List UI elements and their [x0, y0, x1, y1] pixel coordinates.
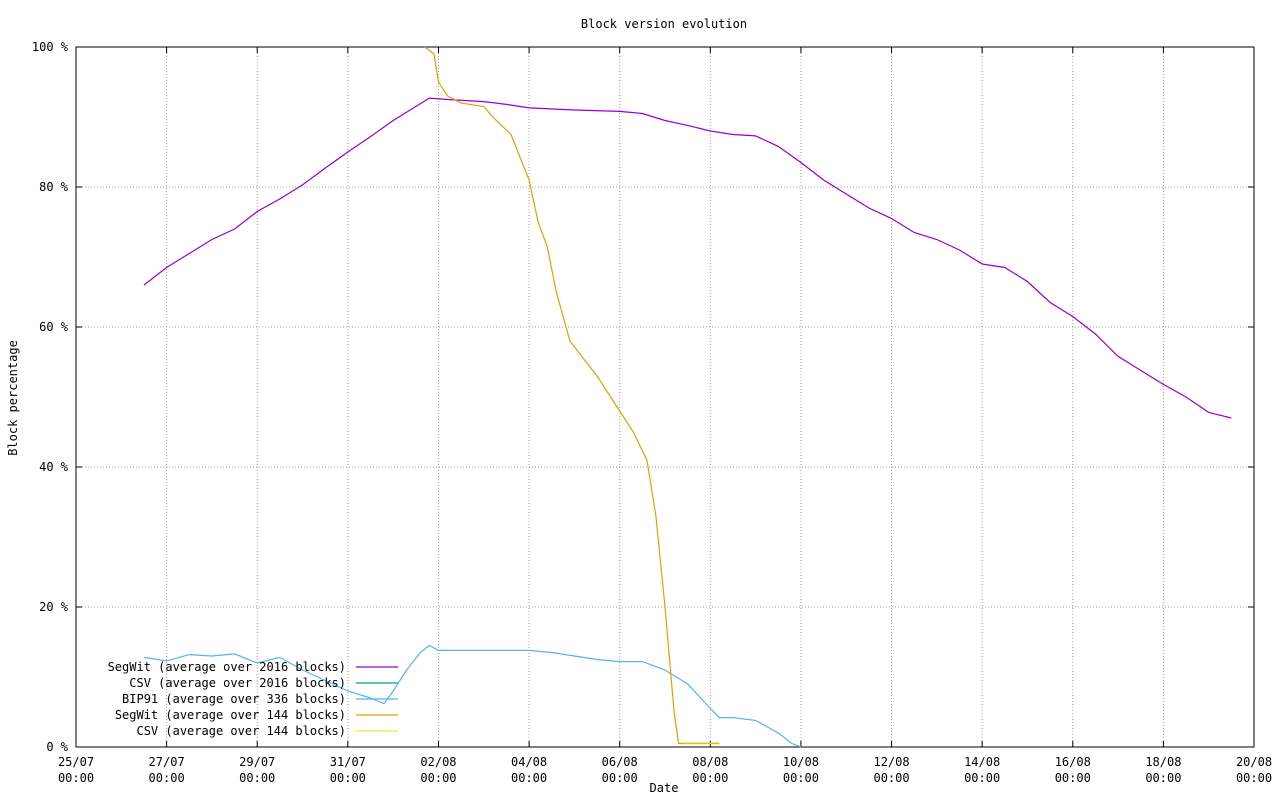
- x-tick-label-time: 00:00: [1236, 771, 1272, 785]
- x-tick-label-time: 00:00: [58, 771, 94, 785]
- x-tick-label-time: 00:00: [149, 771, 185, 785]
- x-tick-label: 08/08: [692, 755, 728, 769]
- legend-label: SegWit (average over 144 blocks): [115, 708, 346, 722]
- chart-title: Block version evolution: [581, 17, 747, 31]
- x-tick-label-time: 00:00: [239, 771, 275, 785]
- y-tick-label: 100 %: [32, 40, 69, 54]
- legend-label: CSV (average over 2016 blocks): [129, 676, 346, 690]
- series-line-1: [143, 97, 1232, 419]
- series-line-4: [424, 46, 720, 745]
- x-tick-label: 27/07: [149, 755, 185, 769]
- series-layer: [143, 46, 1232, 748]
- x-tick-label-time: 00:00: [330, 771, 366, 785]
- y-tick-label: 20 %: [39, 600, 69, 614]
- y-tick-label: 60 %: [39, 320, 69, 334]
- x-tick-label-time: 00:00: [1055, 771, 1091, 785]
- x-tick-label: 18/08: [1145, 755, 1181, 769]
- x-tick-label-time: 00:00: [420, 771, 456, 785]
- legend: SegWit (average over 2016 blocks) CSV (av…: [108, 660, 398, 738]
- x-tick-label: 02/08: [420, 755, 456, 769]
- x-tick-label: 14/08: [964, 755, 1000, 769]
- legend-label: SegWit (average over 2016 blocks): [108, 660, 346, 674]
- x-tick-label: 12/08: [873, 755, 909, 769]
- x-tick-label: 25/07: [58, 755, 94, 769]
- x-tick-label: 16/08: [1055, 755, 1091, 769]
- x-tick-label: 20/08: [1236, 755, 1272, 769]
- x-tick-label: 29/07: [239, 755, 275, 769]
- y-axis-label: Block percentage: [6, 340, 20, 456]
- x-tick-label: 31/07: [330, 755, 366, 769]
- x-tick-label-time: 00:00: [602, 771, 638, 785]
- x-tick-label: 10/08: [783, 755, 819, 769]
- x-tick-label-time: 00:00: [873, 771, 909, 785]
- x-axis-label: Date: [650, 781, 679, 795]
- x-tick-label-time: 00:00: [511, 771, 547, 785]
- legend-label: BIP91 (average over 336 blocks): [122, 692, 346, 706]
- x-tick-label-time: 00:00: [692, 771, 728, 785]
- x-tick-label-time: 00:00: [1145, 771, 1181, 785]
- y-tick-label: 80 %: [39, 180, 69, 194]
- x-tick-label: 06/08: [602, 755, 638, 769]
- y-tick-label: 40 %: [39, 460, 69, 474]
- y-tick-label: 0 %: [46, 740, 68, 754]
- legend-label: CSV (average over 144 blocks): [136, 724, 346, 738]
- x-tick-label-time: 00:00: [964, 771, 1000, 785]
- x-tick-label: 04/08: [511, 755, 547, 769]
- plot-frame: [75, 46, 1255, 748]
- x-tick-label-time: 00:00: [783, 771, 819, 785]
- axis-ticks: 25/07 00:00 27/07 00:00 29/07 00:00 31/07 00:00…: [32, 40, 1272, 785]
- series-line-3: [143, 644, 802, 748]
